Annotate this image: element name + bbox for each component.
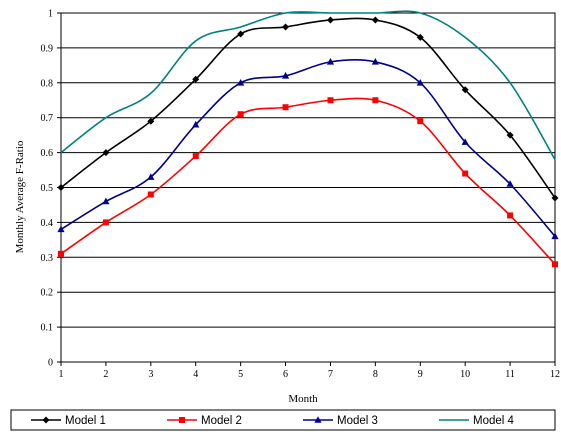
x-tick-label: 5 [238, 369, 243, 380]
series-model-3 [57, 58, 559, 240]
legend-label-model-3: Model 3 [337, 415, 378, 427]
series-line-model-4 [60, 10, 556, 160]
data-point-model-1 [102, 149, 110, 157]
x-tick-label: 7 [328, 369, 333, 380]
series-group [57, 10, 559, 268]
data-point-model-2 [192, 153, 199, 160]
data-point-model-2 [237, 111, 244, 118]
legend-item-model-2: Model 2 [167, 415, 242, 427]
data-point-model-1 [326, 16, 334, 24]
x-tick-label: 8 [373, 369, 378, 380]
data-point-model-1 [192, 75, 200, 83]
data-point-model-2 [282, 104, 289, 111]
data-point-model-1 [147, 117, 155, 125]
x-tick-label: 11 [505, 369, 515, 380]
data-point-model-1 [461, 86, 469, 94]
y-tick-label: 1 [48, 9, 53, 20]
data-point-model-3 [102, 197, 110, 205]
data-point-model-1 [237, 30, 245, 38]
data-point-model-3 [326, 58, 335, 65]
series-line-model-1 [60, 17, 556, 199]
data-point-model-1 [551, 194, 559, 202]
x-tick-label: 6 [283, 369, 288, 380]
legend-marker-model-3 [314, 416, 322, 423]
data-point-model-3 [281, 72, 290, 79]
data-point-model-2 [147, 191, 154, 198]
data-point-model-2 [102, 219, 109, 226]
legend-marker-model-2 [179, 417, 185, 423]
data-point-model-3 [237, 79, 245, 86]
y-tick-label: 0.5 [41, 183, 54, 194]
series-model-1 [57, 16, 559, 202]
series-line-model-3 [60, 58, 556, 237]
data-point-model-3 [461, 138, 469, 145]
data-point-model-2 [552, 261, 558, 268]
data-point-model-1 [416, 33, 424, 41]
y-tick-label: 0.9 [41, 43, 54, 54]
data-point-model-1 [57, 184, 65, 191]
data-point-model-2 [372, 97, 379, 104]
data-point-model-3 [371, 58, 379, 65]
y-tick-label: 0.2 [41, 288, 54, 299]
series-model-4 [60, 10, 556, 160]
y-tick-label: 0.3 [41, 253, 54, 264]
y-axis-ticks: 0 0.1 0.2 0.3 0.4 0.5 0.6 0.7 0.8 0.9 1 [41, 9, 61, 369]
data-point-model-3 [192, 120, 200, 128]
data-point-model-3 [147, 173, 155, 180]
y-tick-label: 0.6 [41, 148, 54, 159]
y-tick-label: 0.8 [41, 78, 54, 89]
x-tick-label: 12 [550, 369, 560, 380]
x-tick-label: 4 [193, 369, 198, 380]
data-point-model-2 [507, 212, 514, 219]
y-tick-label: 0 [48, 358, 53, 369]
x-tick-label: 2 [103, 369, 108, 380]
x-tick-label: 1 [59, 369, 64, 380]
data-point-model-2 [327, 97, 334, 104]
x-tick-label: 10 [460, 369, 470, 380]
legend: Model 1 Model 2 Model 3 Model 4 [10, 409, 556, 431]
legend-frame [10, 409, 556, 431]
legend-marker-model-1 [42, 416, 50, 424]
data-point-model-3 [416, 79, 424, 86]
legend-label-model-4: Model 4 [473, 415, 515, 427]
y-tick-label: 0.1 [41, 323, 54, 334]
series-line-model-2 [60, 97, 556, 265]
data-point-model-3 [506, 180, 514, 187]
legend-label-model-2: Model 2 [201, 415, 242, 427]
legend-item-model-4: Model 4 [439, 415, 515, 427]
data-point-model-3 [551, 232, 559, 240]
y-tick-label: 0.4 [41, 218, 54, 229]
legend-label-model-1: Model 1 [65, 415, 106, 427]
data-point-model-1 [282, 23, 290, 31]
data-point-model-2 [58, 250, 64, 257]
data-point-model-1 [371, 16, 379, 24]
y-axis-label: Monthly Average F-Ratio [14, 140, 26, 253]
legend-item-model-3: Model 3 [303, 415, 378, 427]
x-axis-ticks: 1 2 3 4 5 6 7 8 9 10 11 12 [59, 362, 560, 380]
x-axis-label: Month [288, 393, 318, 405]
data-point-model-1 [506, 131, 514, 139]
series-model-2 [58, 97, 558, 268]
x-tick-label: 3 [148, 369, 153, 380]
y-tick-label: 0.7 [41, 113, 54, 124]
legend-item-model-1: Model 1 [31, 415, 106, 427]
data-point-model-3 [57, 225, 65, 233]
data-point-model-2 [417, 118, 424, 125]
x-tick-label: 9 [418, 369, 423, 380]
data-point-model-2 [462, 170, 469, 177]
